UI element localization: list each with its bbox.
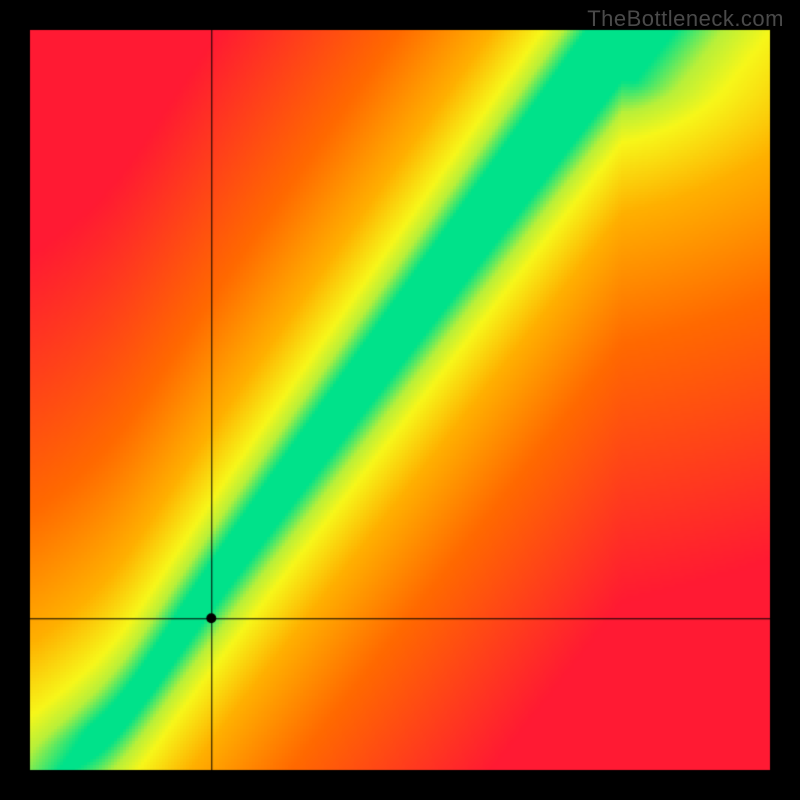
bottleneck-heatmap-canvas — [0, 0, 800, 800]
watermark-text: TheBottleneck.com — [587, 6, 784, 32]
chart-container: TheBottleneck.com — [0, 0, 800, 800]
